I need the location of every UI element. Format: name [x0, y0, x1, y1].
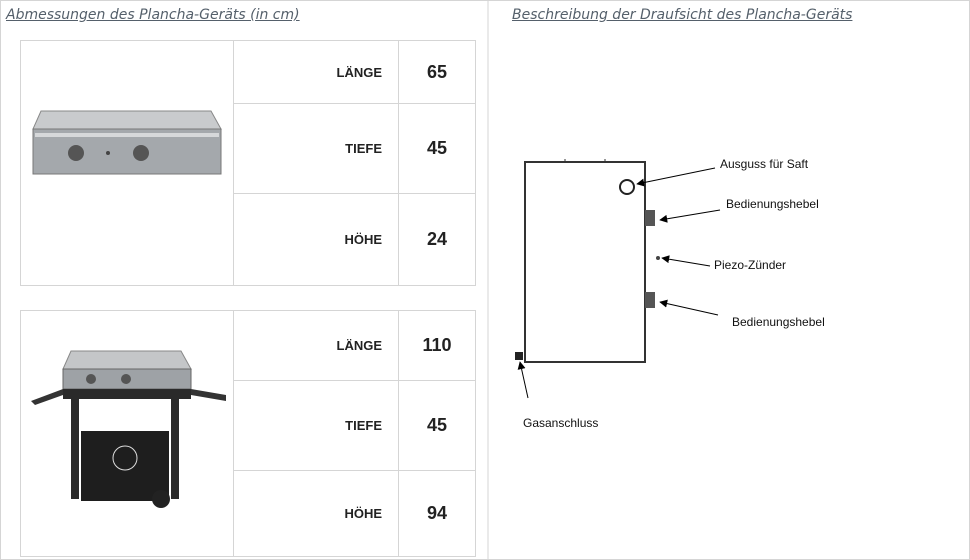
plancha-cart-image: [31, 350, 226, 508]
dimension-table: LÄNGE 65 TIEFE 45 HÖHE 24: [20, 40, 476, 286]
row-label: TIEFE: [233, 103, 399, 194]
right-title: Beschreibung der Draufsicht des Plancha-…: [512, 7, 853, 23]
diagram-label: Gasanschluss: [523, 416, 599, 430]
diagram-label: Bedienungshebel: [726, 197, 819, 211]
diagram-label: Bedienungshebel: [732, 315, 825, 329]
row-value: 24: [398, 193, 476, 286]
plancha-image: [32, 110, 222, 175]
diagram-label: Piezo-Zünder: [714, 258, 787, 272]
dimension-table: LÄNGE 110 TIEFE 45 HÖHE 94: [20, 310, 476, 557]
row-label: LÄNGE: [233, 310, 399, 381]
diagram-label: Ausguss für Saft: [720, 157, 809, 171]
row-label: LÄNGE: [233, 40, 399, 104]
row-value: 110: [398, 310, 476, 381]
row-value: 94: [398, 470, 476, 557]
row-label: HÖHE: [233, 470, 399, 557]
left-title: Abmessungen des Plancha-Geräts (in cm): [6, 7, 300, 23]
row-label: HÖHE: [233, 193, 399, 286]
row-value: 45: [398, 103, 476, 194]
row-value: 65: [398, 40, 476, 104]
top-view-diagram: [515, 159, 721, 399]
row-label: TIEFE: [233, 380, 399, 471]
row-value: 45: [398, 380, 476, 471]
